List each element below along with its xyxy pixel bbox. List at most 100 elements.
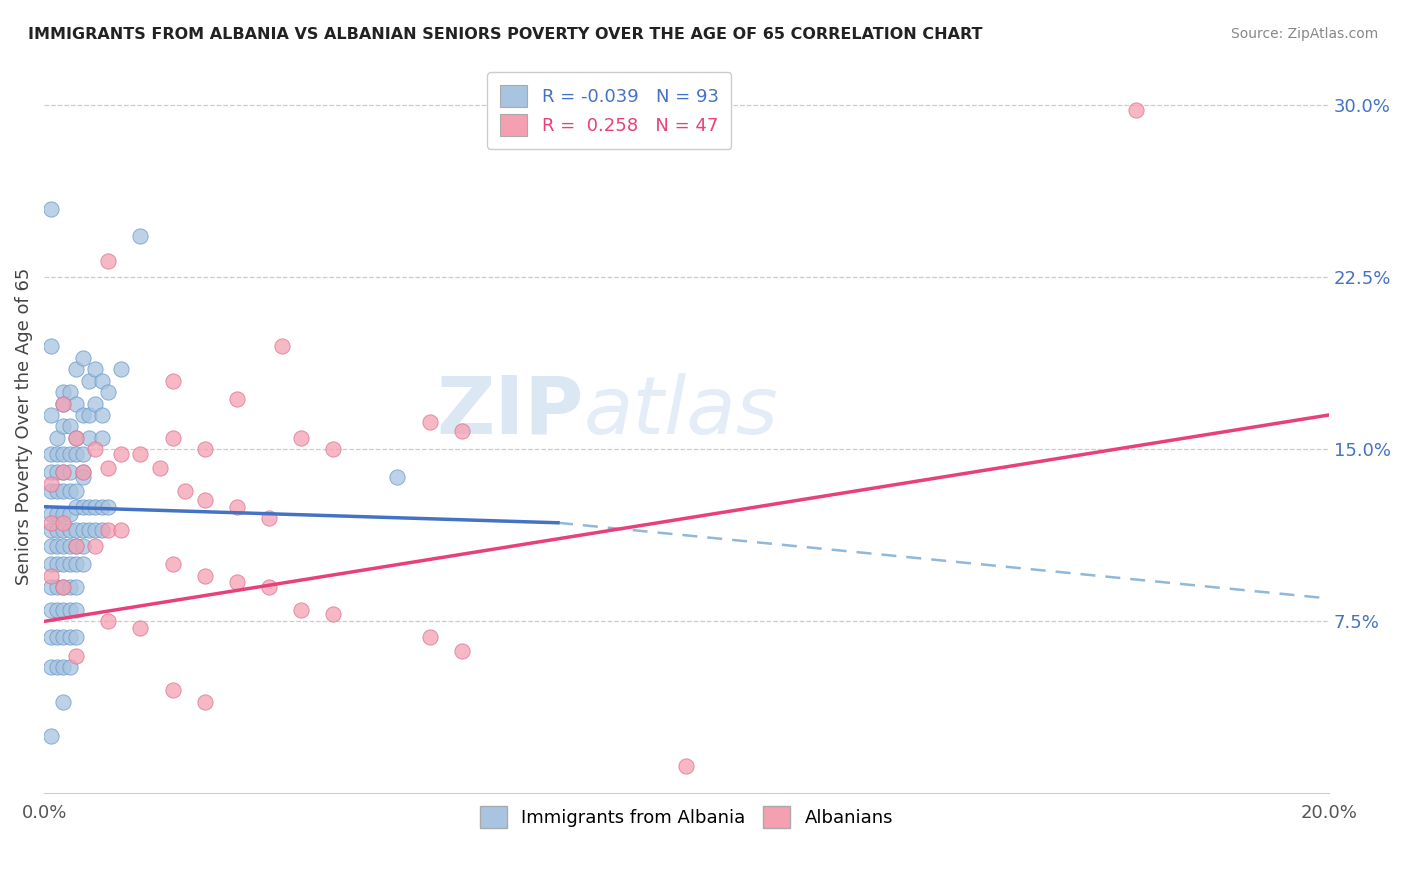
Point xyxy=(59,580,82,594)
Point xyxy=(52,396,75,410)
Point xyxy=(52,660,75,674)
Point xyxy=(77,408,100,422)
Text: Source: ZipAtlas.com: Source: ZipAtlas.com xyxy=(1230,27,1378,41)
Point xyxy=(52,603,75,617)
Point xyxy=(59,385,82,400)
Point xyxy=(72,447,94,461)
Point xyxy=(72,523,94,537)
Point xyxy=(72,470,94,484)
Point xyxy=(162,374,184,388)
Point xyxy=(65,539,87,553)
Point xyxy=(65,603,87,617)
Point xyxy=(46,483,69,498)
Point xyxy=(59,523,82,537)
Point xyxy=(39,568,62,582)
Point xyxy=(72,557,94,571)
Point xyxy=(46,466,69,480)
Point xyxy=(39,603,62,617)
Point xyxy=(97,523,120,537)
Point xyxy=(90,523,112,537)
Legend: Immigrants from Albania, Albanians: Immigrants from Albania, Albanians xyxy=(472,799,901,836)
Point xyxy=(65,362,87,376)
Point xyxy=(52,396,75,410)
Point xyxy=(65,396,87,410)
Point xyxy=(77,523,100,537)
Point xyxy=(97,385,120,400)
Point xyxy=(39,557,62,571)
Point xyxy=(84,500,107,514)
Point xyxy=(52,523,75,537)
Point xyxy=(77,374,100,388)
Point xyxy=(225,500,247,514)
Text: ZIP: ZIP xyxy=(436,373,583,450)
Point xyxy=(129,621,152,635)
Point xyxy=(52,557,75,571)
Point xyxy=(225,392,247,406)
Point xyxy=(194,568,217,582)
Point xyxy=(39,466,62,480)
Point xyxy=(65,580,87,594)
Point xyxy=(52,631,75,645)
Point xyxy=(72,466,94,480)
Point xyxy=(39,516,62,530)
Point xyxy=(322,607,344,622)
Point xyxy=(162,557,184,571)
Point xyxy=(65,631,87,645)
Point xyxy=(46,603,69,617)
Point xyxy=(84,523,107,537)
Point xyxy=(97,254,120,268)
Point xyxy=(84,362,107,376)
Point xyxy=(84,539,107,553)
Point xyxy=(39,476,62,491)
Point xyxy=(77,500,100,514)
Point xyxy=(39,631,62,645)
Point xyxy=(65,483,87,498)
Text: IMMIGRANTS FROM ALBANIA VS ALBANIAN SENIORS POVERTY OVER THE AGE OF 65 CORRELATI: IMMIGRANTS FROM ALBANIA VS ALBANIAN SENI… xyxy=(28,27,983,42)
Point xyxy=(59,447,82,461)
Point xyxy=(257,511,280,525)
Point xyxy=(257,580,280,594)
Point xyxy=(72,351,94,365)
Point xyxy=(450,424,472,438)
Point xyxy=(194,442,217,457)
Point xyxy=(290,603,312,617)
Point xyxy=(225,575,247,590)
Point xyxy=(322,442,344,457)
Point xyxy=(52,385,75,400)
Point xyxy=(290,431,312,445)
Point xyxy=(129,447,152,461)
Point xyxy=(90,374,112,388)
Point xyxy=(52,580,75,594)
Point xyxy=(59,419,82,434)
Point xyxy=(97,615,120,629)
Point xyxy=(52,695,75,709)
Y-axis label: Seniors Poverty Over the Age of 65: Seniors Poverty Over the Age of 65 xyxy=(15,268,32,585)
Point xyxy=(59,557,82,571)
Point xyxy=(39,539,62,553)
Point xyxy=(72,408,94,422)
Point xyxy=(59,603,82,617)
Point xyxy=(129,229,152,244)
Point xyxy=(46,631,69,645)
Point xyxy=(39,523,62,537)
Point xyxy=(65,539,87,553)
Point xyxy=(65,447,87,461)
Point xyxy=(39,447,62,461)
Text: atlas: atlas xyxy=(583,373,779,450)
Point xyxy=(46,447,69,461)
Point xyxy=(110,523,132,537)
Point xyxy=(46,523,69,537)
Point xyxy=(39,729,62,743)
Point xyxy=(110,447,132,461)
Point xyxy=(59,660,82,674)
Point xyxy=(72,539,94,553)
Point xyxy=(65,500,87,514)
Point xyxy=(387,470,409,484)
Point xyxy=(90,500,112,514)
Point xyxy=(52,516,75,530)
Point xyxy=(90,408,112,422)
Point xyxy=(52,539,75,553)
Point xyxy=(418,631,440,645)
Point xyxy=(52,507,75,521)
Point xyxy=(72,466,94,480)
